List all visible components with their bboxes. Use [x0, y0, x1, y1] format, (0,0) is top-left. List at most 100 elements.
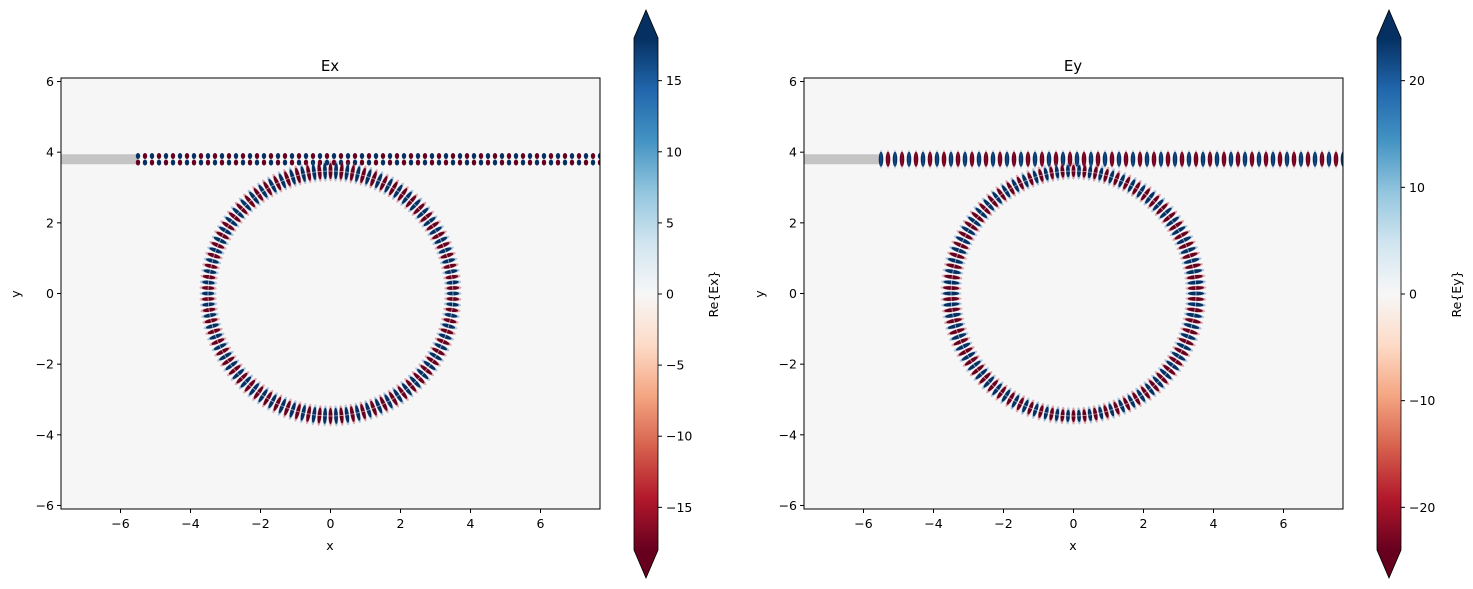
waveguide-field-lobe: [1144, 151, 1150, 167]
x-tick-label: 0: [327, 516, 335, 531]
waveguide-field-lobe: [408, 153, 414, 160]
ex-y-axis-ticks: −6 −4 −2 0 2 4 6: [36, 74, 61, 513]
x-tick-label: −6: [111, 516, 129, 531]
waveguide-field-halo: [991, 149, 995, 169]
waveguide-field-halo: [1152, 149, 1156, 169]
waveguide-field-lobe: [247, 153, 253, 160]
waveguide-field-lobe: [268, 159, 274, 166]
x-tick-label: 2: [1140, 516, 1148, 531]
waveguide-field-lobe: [422, 153, 428, 160]
waveguide-field-lobe: [450, 153, 456, 160]
waveguide-field-lobe: [135, 153, 141, 160]
waveguide-field-lobe: [149, 153, 155, 160]
ex-title: Ex: [321, 57, 339, 75]
waveguide-field-lobe: [324, 159, 330, 166]
waveguide-field-halo: [1194, 149, 1198, 169]
waveguide-field-lobe: [289, 159, 295, 166]
waveguide-field-lobe: [1200, 151, 1206, 167]
colorbar-tick-label: −10: [1409, 393, 1435, 408]
waveguide-field-halo: [1019, 149, 1023, 169]
waveguide-field-lobe: [429, 159, 435, 166]
colorbar-tick-label: 15: [666, 73, 682, 88]
ey-title: Ey: [1064, 57, 1082, 75]
waveguide-field-lobe: [156, 153, 162, 160]
waveguide-field-lobe: [394, 159, 400, 166]
ey-x-axis-label: x: [1069, 538, 1076, 553]
waveguide-field-lobe: [1109, 151, 1115, 167]
waveguide-field-halo: [942, 149, 946, 169]
waveguide-field-lobe: [513, 153, 519, 160]
waveguide-field-lobe: [408, 159, 414, 166]
x-tick-label: −6: [854, 516, 872, 531]
waveguide-field-lobe: [226, 159, 232, 166]
waveguide-field-halo: [1012, 149, 1016, 169]
waveguide-field-lobe: [198, 159, 204, 166]
waveguide-field-lobe: [163, 153, 169, 160]
waveguide-field-lobe: [1270, 151, 1276, 167]
waveguide-field-lobe: [233, 153, 239, 160]
waveguide-field-lobe: [1158, 151, 1164, 167]
waveguide-field-lobe: [1151, 151, 1157, 167]
waveguide-field-lobe: [184, 159, 190, 166]
waveguide-field-lobe: [906, 151, 912, 167]
waveguide-field-lobe: [338, 153, 344, 160]
waveguide-field-halo: [1026, 149, 1030, 169]
waveguide-field-halo: [1285, 149, 1289, 169]
waveguide-field-lobe: [275, 153, 281, 160]
waveguide-field-lobe: [569, 153, 575, 160]
waveguide-field-lobe: [1130, 151, 1136, 167]
waveguide-field-halo: [977, 149, 981, 169]
waveguide-field-lobe: [583, 159, 589, 166]
waveguide-field-lobe: [240, 153, 246, 160]
waveguide-field-halo: [1033, 149, 1037, 169]
colorbar-tick-label: 0: [666, 287, 674, 302]
waveguide-field-lobe: [1305, 151, 1311, 167]
waveguide-field-lobe: [282, 159, 288, 166]
waveguide-field-lobe: [457, 153, 463, 160]
waveguide-field-lobe: [436, 159, 442, 166]
waveguide-field-lobe: [464, 159, 470, 166]
waveguide-stub: [61, 154, 138, 165]
x-tick-label: −2: [251, 516, 269, 531]
waveguide-field-lobe: [268, 153, 274, 160]
ex-panel: Ex −6 −4 −2 0 2 4 6 −6 −4 −2 0 2 4 6 x y −15 −10 −5 0 5 1…: [8, 8, 721, 580]
waveguide-field-lobe: [401, 153, 407, 160]
waveguide-field-lobe: [590, 159, 596, 166]
y-tick-label: −4: [36, 427, 54, 442]
waveguide-field-halo: [1243, 149, 1247, 169]
waveguide-field-halo: [1075, 149, 1079, 169]
waveguide-field-halo: [1054, 149, 1058, 169]
waveguide-field-lobe: [1095, 151, 1101, 167]
waveguide-field-halo: [1208, 149, 1212, 169]
waveguide-field-lobe: [1312, 151, 1318, 167]
waveguide-field-lobe: [892, 151, 898, 167]
waveguide-field-lobe: [562, 153, 568, 160]
waveguide-field-lobe: [198, 153, 204, 160]
waveguide-field-lobe: [534, 153, 540, 160]
waveguide-field-lobe: [576, 159, 582, 166]
ey-colorbar-label: Re{Ey}: [1449, 270, 1464, 317]
waveguide-field-lobe: [555, 159, 561, 166]
waveguide-field-lobe: [597, 159, 600, 166]
waveguide-field-lobe: [478, 159, 484, 166]
x-tick-label: 4: [1210, 516, 1218, 531]
ey-x-axis-ticks: −6 −4 −2 0 2 4 6: [854, 509, 1288, 531]
waveguide-field-lobe: [142, 153, 148, 160]
colorbar-tick-label: 10: [666, 144, 682, 159]
waveguide-field-halo: [1264, 149, 1268, 169]
y-tick-label: −2: [779, 357, 797, 372]
waveguide-field-lobe: [464, 153, 470, 160]
waveguide-field-lobe: [261, 153, 267, 160]
colorbar-tick-label: −5: [666, 358, 684, 373]
waveguide-field-lobe: [1060, 151, 1066, 167]
ey-colorbar-extend-top: [1377, 10, 1401, 38]
y-tick-label: −2: [36, 357, 54, 372]
waveguide-field-lobe: [149, 159, 155, 166]
waveguide-field-lobe: [548, 159, 554, 166]
y-tick-label: 4: [46, 145, 54, 160]
ex-field-layer: [61, 153, 600, 427]
waveguide-field-halo: [1313, 149, 1317, 169]
waveguide-field-lobe: [177, 153, 183, 160]
waveguide-field-lobe: [1186, 151, 1192, 167]
waveguide-field-lobe: [1214, 151, 1220, 167]
